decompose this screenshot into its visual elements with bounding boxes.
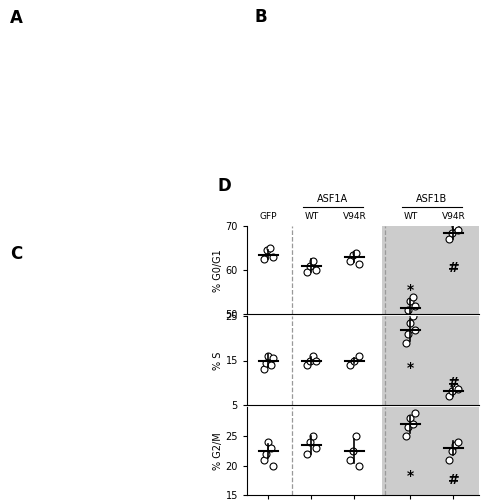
Text: *: *: [406, 468, 413, 482]
Text: V94R: V94R: [342, 212, 366, 221]
Text: WT: WT: [403, 212, 417, 221]
Text: *: *: [406, 360, 413, 374]
Text: D: D: [217, 177, 231, 195]
Text: ASF1B: ASF1B: [415, 194, 447, 204]
Text: *: *: [406, 282, 413, 296]
Text: GFP: GFP: [259, 212, 277, 221]
Text: C: C: [10, 246, 22, 264]
Bar: [382, 406, 478, 495]
Bar: [382, 316, 478, 404]
Text: V94R: V94R: [441, 212, 465, 221]
Y-axis label: % G0/G1: % G0/G1: [212, 249, 223, 292]
Y-axis label: % S: % S: [212, 352, 222, 370]
Text: B: B: [254, 8, 266, 26]
Text: A: A: [10, 10, 22, 28]
Text: #: #: [447, 473, 458, 487]
Text: ASF1A: ASF1A: [317, 194, 348, 204]
Text: #: #: [447, 262, 458, 276]
Bar: [382, 226, 478, 314]
Text: WT: WT: [304, 212, 318, 221]
Text: #: #: [447, 376, 458, 390]
Y-axis label: % G2/M: % G2/M: [212, 432, 222, 470]
